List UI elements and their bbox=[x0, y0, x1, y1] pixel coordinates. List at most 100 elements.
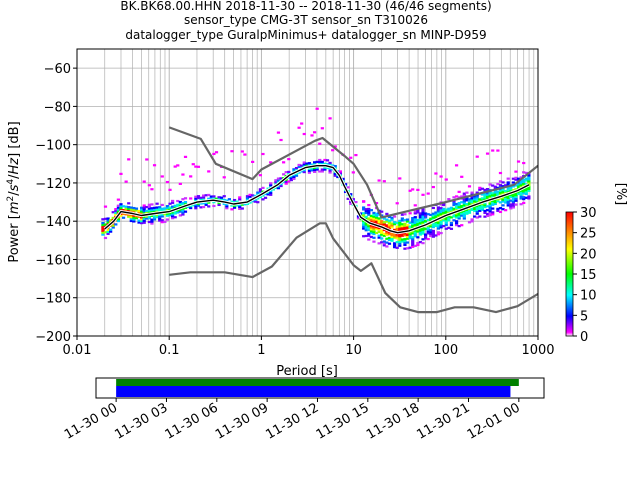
density-cell bbox=[106, 232, 110, 235]
density-cell bbox=[173, 165, 177, 168]
density-cell bbox=[106, 219, 110, 222]
density-cell bbox=[183, 202, 188, 206]
density-cell bbox=[424, 214, 428, 217]
density-cell bbox=[434, 213, 438, 216]
density-cell bbox=[493, 185, 497, 188]
density-cell bbox=[447, 215, 451, 218]
density-cell bbox=[201, 198, 206, 201]
density-cell bbox=[374, 218, 379, 221]
density-cell bbox=[380, 229, 384, 232]
density-cell bbox=[475, 201, 479, 204]
density-cell bbox=[413, 235, 417, 238]
density-cell bbox=[514, 188, 518, 191]
density-cell bbox=[134, 207, 139, 210]
density-cell bbox=[328, 163, 332, 166]
density-cell bbox=[460, 175, 464, 178]
density-cell bbox=[362, 225, 366, 228]
density-cell bbox=[426, 218, 430, 222]
density-cell bbox=[217, 201, 221, 205]
density-cell bbox=[137, 215, 141, 218]
density-cell bbox=[398, 242, 402, 245]
density-cell bbox=[460, 206, 464, 210]
mode-curve bbox=[104, 165, 530, 234]
density-cell bbox=[478, 209, 482, 212]
density-cell bbox=[444, 221, 448, 225]
density-cell bbox=[421, 213, 425, 216]
density-cell bbox=[393, 242, 397, 245]
density-cell bbox=[364, 217, 368, 220]
density-cell bbox=[171, 199, 175, 203]
y-axis-label: Power [m2/s4/Hz] [dB] bbox=[6, 121, 22, 262]
density-cell bbox=[333, 174, 337, 177]
density-cell bbox=[387, 215, 392, 219]
density-cell bbox=[119, 206, 123, 210]
density-cell bbox=[478, 205, 482, 209]
density-cell bbox=[465, 210, 469, 213]
density-cell bbox=[279, 138, 283, 142]
density-cell bbox=[369, 209, 373, 212]
density-cell bbox=[181, 213, 185, 216]
density-cell bbox=[150, 218, 154, 221]
density-cell bbox=[367, 217, 371, 220]
density-cell bbox=[269, 189, 273, 193]
density-cell bbox=[408, 225, 412, 228]
density-cell bbox=[504, 184, 508, 187]
density-cell bbox=[150, 222, 154, 225]
density-cell bbox=[434, 215, 438, 218]
density-cell bbox=[307, 163, 312, 167]
density-cell bbox=[442, 209, 446, 212]
density-cell bbox=[178, 210, 182, 213]
density-cell bbox=[158, 217, 162, 220]
density-cell bbox=[292, 175, 296, 179]
density-cell bbox=[101, 223, 105, 227]
density-cell bbox=[109, 228, 113, 231]
density-cell bbox=[380, 222, 384, 225]
density-cell bbox=[498, 180, 503, 183]
y-tick-label: −120 bbox=[35, 177, 71, 192]
density-cell bbox=[109, 219, 113, 222]
density-cell bbox=[465, 212, 469, 215]
density-cell bbox=[514, 195, 518, 199]
density-cell bbox=[431, 224, 435, 227]
density-cell bbox=[431, 226, 435, 229]
density-cell bbox=[418, 214, 423, 217]
density-cell bbox=[454, 220, 459, 223]
density-cell bbox=[506, 204, 510, 207]
density-cell bbox=[142, 221, 146, 224]
density-cell bbox=[434, 217, 438, 220]
density-cell bbox=[171, 217, 175, 220]
density-cell bbox=[447, 226, 451, 229]
density-cell bbox=[369, 230, 373, 233]
density-cell bbox=[467, 203, 472, 207]
density-cell bbox=[421, 217, 425, 220]
density-cell bbox=[511, 196, 515, 199]
density-cell bbox=[449, 223, 454, 227]
time-tick-label: 11-30 18 bbox=[364, 400, 422, 442]
density-cell bbox=[511, 189, 515, 192]
density-cell bbox=[403, 241, 407, 245]
density-cell bbox=[364, 225, 368, 228]
density-cell bbox=[374, 202, 379, 205]
density-cell bbox=[369, 218, 373, 221]
density-cell bbox=[398, 240, 402, 244]
density-cell bbox=[364, 215, 368, 218]
density-cell bbox=[429, 225, 433, 228]
density-cell bbox=[504, 199, 508, 202]
density-cell bbox=[395, 229, 399, 232]
density-cell bbox=[488, 206, 492, 209]
density-cell bbox=[377, 221, 381, 224]
density-cell bbox=[382, 232, 386, 235]
density-cell bbox=[176, 199, 180, 203]
density-cell bbox=[449, 222, 454, 225]
density-cell bbox=[230, 150, 234, 153]
density-cell bbox=[232, 198, 237, 202]
density-cell bbox=[434, 220, 438, 224]
density-cell bbox=[516, 192, 521, 196]
density-cell bbox=[478, 186, 482, 189]
density-cell bbox=[263, 196, 268, 199]
density-cell bbox=[245, 198, 250, 202]
density-cell bbox=[522, 188, 526, 191]
density-cell bbox=[390, 237, 394, 240]
density-cell bbox=[152, 208, 157, 211]
density-cell bbox=[132, 216, 136, 219]
